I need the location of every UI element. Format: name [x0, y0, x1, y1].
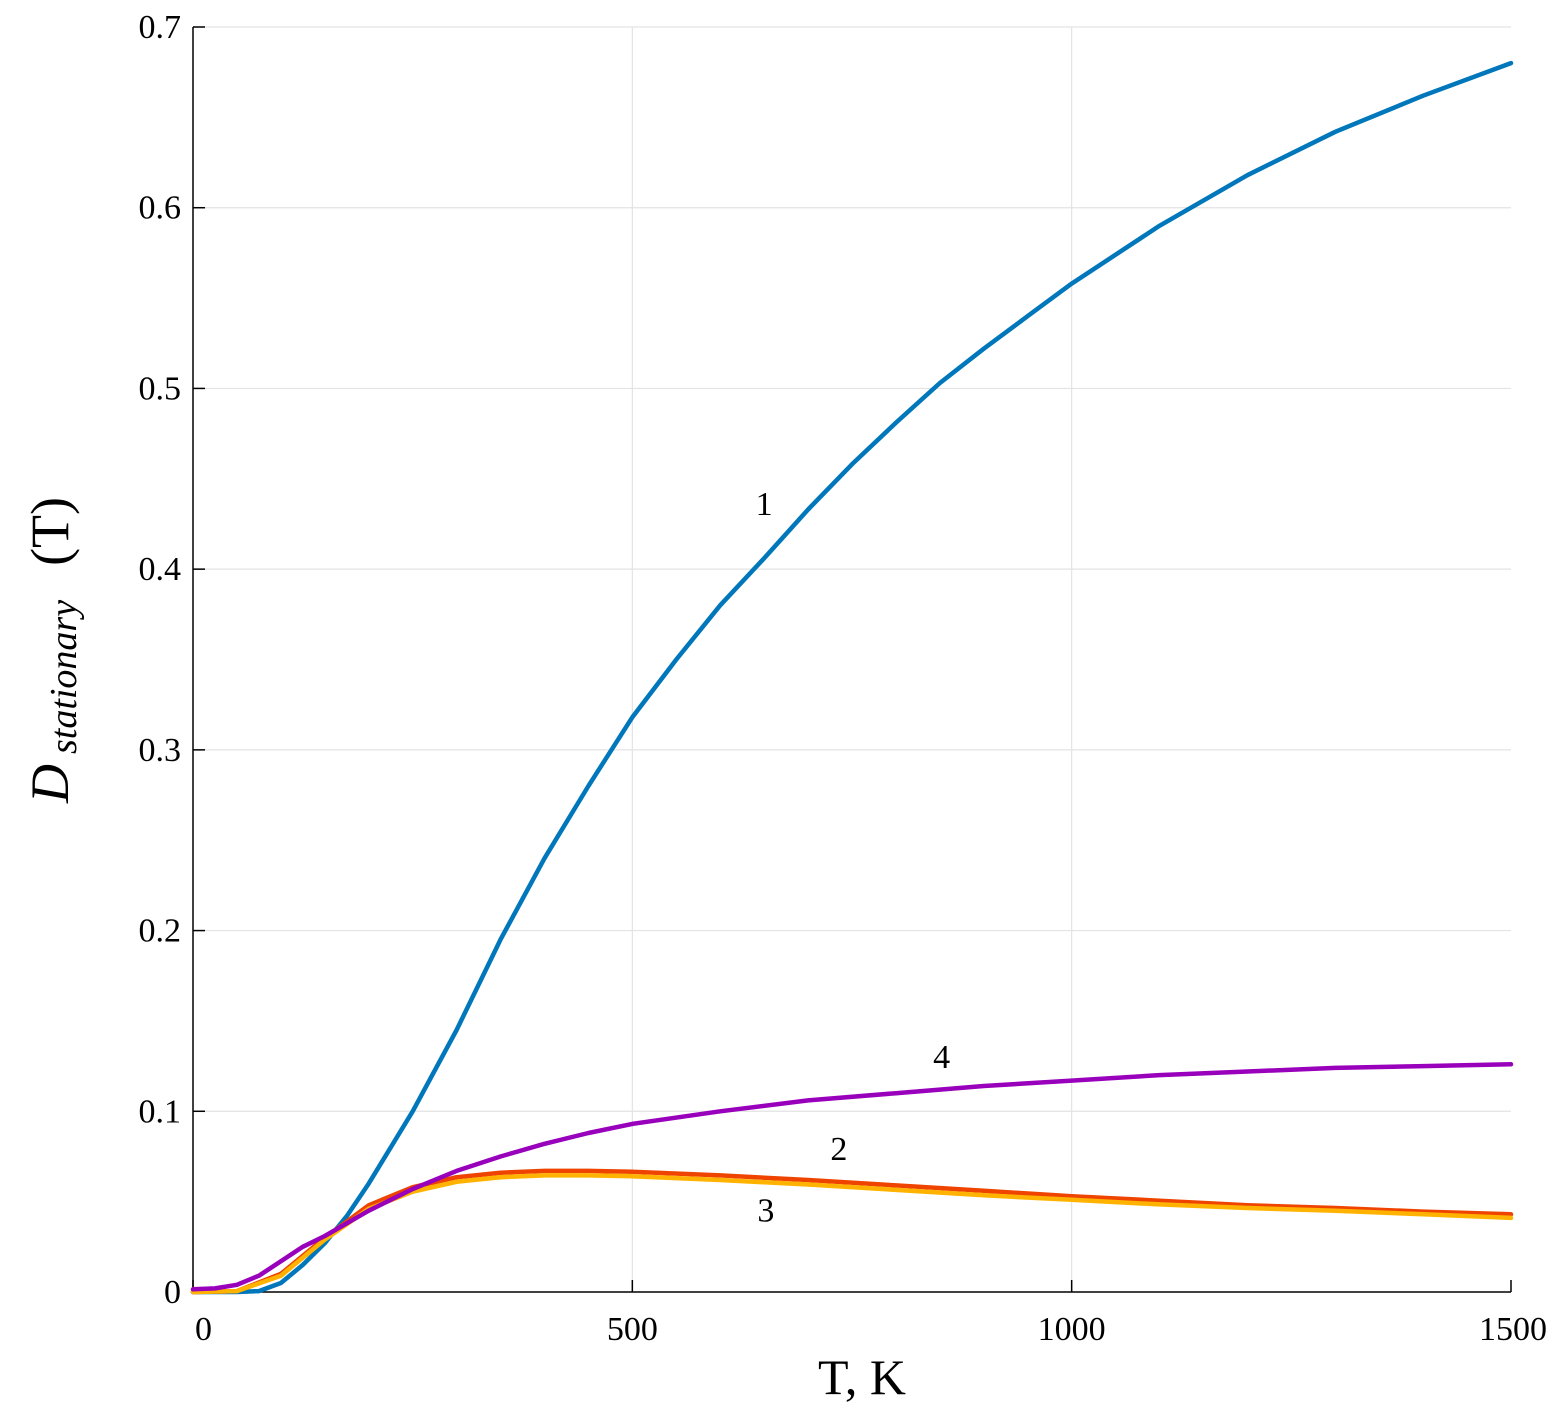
y-tick-label: 0: [164, 1274, 181, 1311]
y-axis-label-main: D: [20, 764, 80, 804]
x-tick-label: 500: [607, 1311, 658, 1348]
x-tick-label: 0: [195, 1311, 212, 1348]
curve-label-1: 1: [756, 486, 773, 523]
x-tick-label: 1000: [1038, 1311, 1106, 1348]
y-tick-label: 0.3: [139, 732, 182, 769]
y-tick-label: 0.7: [139, 9, 182, 46]
y-tick-label: 0.5: [139, 370, 182, 407]
curve-label-4: 4: [933, 1039, 950, 1076]
curve-label-2: 2: [830, 1131, 847, 1168]
series-line-4: [190, 1062, 1514, 1292]
series-group: [190, 60, 1514, 1295]
series-line-1: [190, 60, 1514, 1295]
y-axis-label-subscript: stationary: [43, 600, 85, 754]
tick-labels: 0 500 1000 1500 0 0.1 0.2 0.3 0.4 0.5 0.6 0.7: [139, 9, 1548, 1348]
curve-labels: 1 2 3 4: [756, 486, 950, 1230]
curve-label-3: 3: [757, 1193, 774, 1230]
y-tick-label: 0.1: [139, 1093, 182, 1130]
x-tick-label: 1500: [1479, 1311, 1547, 1348]
axes: [192, 26, 1512, 1293]
series-line-3: [190, 1173, 1514, 1295]
y-tick-label: 0.2: [139, 913, 182, 950]
grid: [193, 26, 1511, 1292]
y-axis-label-unit: (T): [20, 497, 80, 566]
y-tick-label: 0.6: [139, 190, 182, 227]
y-axis-label: D stationary (T): [20, 497, 85, 804]
x-axis-label: T, K: [818, 1349, 906, 1405]
svg-text:D stationary (T): D stationary (T): [20, 497, 85, 804]
y-tick-label: 0.4: [139, 551, 182, 588]
